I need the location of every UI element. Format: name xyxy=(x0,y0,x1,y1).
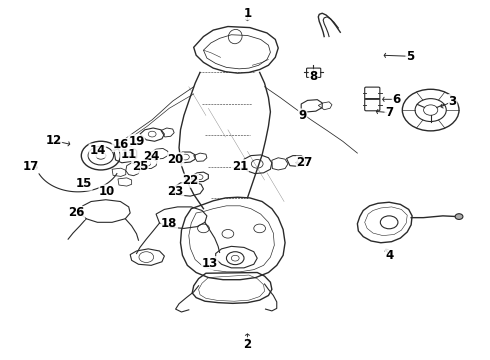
Text: 20: 20 xyxy=(168,153,184,166)
Text: 1: 1 xyxy=(244,7,251,20)
Text: 5: 5 xyxy=(406,50,414,63)
Text: 17: 17 xyxy=(23,160,39,173)
Text: 22: 22 xyxy=(182,174,198,187)
Text: 12: 12 xyxy=(46,134,62,147)
Circle shape xyxy=(455,214,463,220)
Text: 10: 10 xyxy=(99,185,115,198)
Text: 24: 24 xyxy=(143,150,159,163)
Text: 13: 13 xyxy=(202,257,218,270)
Text: 25: 25 xyxy=(132,160,148,173)
Text: 6: 6 xyxy=(392,93,401,106)
Text: 11: 11 xyxy=(121,148,137,161)
Text: 21: 21 xyxy=(232,160,248,173)
Text: 19: 19 xyxy=(128,135,145,148)
Text: 3: 3 xyxy=(449,95,457,108)
Text: 8: 8 xyxy=(309,69,318,82)
Text: 16: 16 xyxy=(112,138,128,151)
Text: 18: 18 xyxy=(161,217,177,230)
Text: 23: 23 xyxy=(168,185,184,198)
Text: 7: 7 xyxy=(385,106,393,119)
Text: 14: 14 xyxy=(89,144,106,157)
Text: 27: 27 xyxy=(296,156,313,169)
Text: 4: 4 xyxy=(385,249,393,262)
Text: 9: 9 xyxy=(298,109,307,122)
Text: 2: 2 xyxy=(244,338,251,351)
Text: 26: 26 xyxy=(68,207,85,220)
Text: 15: 15 xyxy=(75,177,92,190)
